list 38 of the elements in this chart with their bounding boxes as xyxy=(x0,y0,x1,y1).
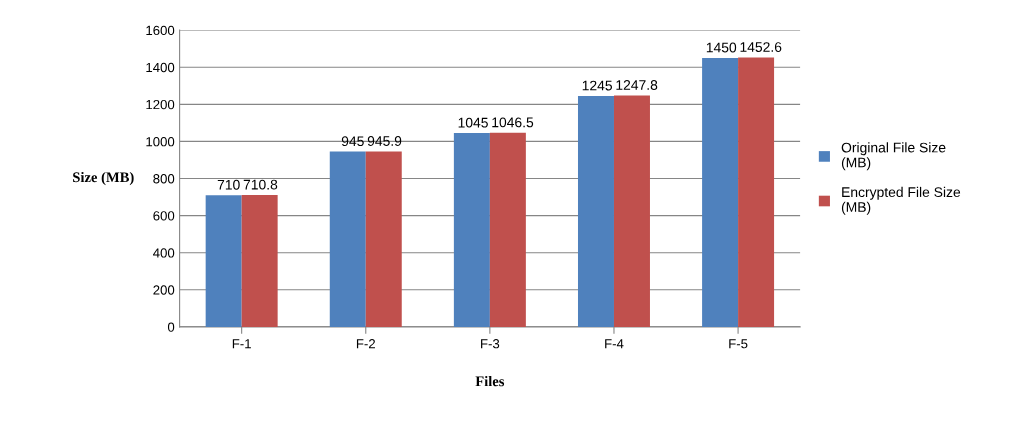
y-tick-label: 400 xyxy=(153,248,175,258)
y-tick-label: 600 xyxy=(153,211,175,221)
data-label: 1452.6 xyxy=(740,42,782,52)
bar xyxy=(613,95,650,327)
bar xyxy=(577,95,614,327)
legend-label: Encrypted File Size (MB) xyxy=(841,186,961,215)
x-tick-label: F-4 xyxy=(605,339,624,349)
data-label: 1046.5 xyxy=(492,117,534,128)
x-axis-title: Files xyxy=(475,375,505,387)
data-label: 710 xyxy=(217,179,240,190)
bar xyxy=(489,132,526,327)
x-tick-label: F-3 xyxy=(481,339,500,349)
y-tick-label: 200 xyxy=(153,285,175,295)
data-label: 710.8 xyxy=(243,179,278,190)
bar xyxy=(329,151,366,327)
data-label: 1245 xyxy=(582,80,613,91)
bar xyxy=(738,57,775,327)
y-tick-label: 800 xyxy=(153,174,175,184)
data-label: 1450 xyxy=(706,42,737,53)
data-label: 1045 xyxy=(458,117,488,128)
data-label: 1247.8 xyxy=(616,80,658,90)
y-tick-label: 0 xyxy=(167,322,175,332)
y-tick-label: 1600 xyxy=(146,25,175,36)
y-tick-label: 1200 xyxy=(146,99,175,110)
y-tick-label: 1000 xyxy=(146,136,175,147)
data-label: 945 xyxy=(341,136,364,147)
x-tick-label: F-1 xyxy=(232,339,251,349)
bar xyxy=(241,195,278,327)
bar xyxy=(702,57,739,327)
y-axis-title: Size (MB) xyxy=(73,171,134,186)
y-tick-label: 1400 xyxy=(146,62,175,73)
data-label: 945.9 xyxy=(367,136,402,146)
bar xyxy=(365,151,402,327)
x-tick-label: F-2 xyxy=(356,339,375,349)
bar xyxy=(453,133,490,327)
x-tick-label: F-5 xyxy=(729,339,748,349)
bar xyxy=(205,195,242,327)
legend-label: Original File Size (MB) xyxy=(841,142,946,171)
